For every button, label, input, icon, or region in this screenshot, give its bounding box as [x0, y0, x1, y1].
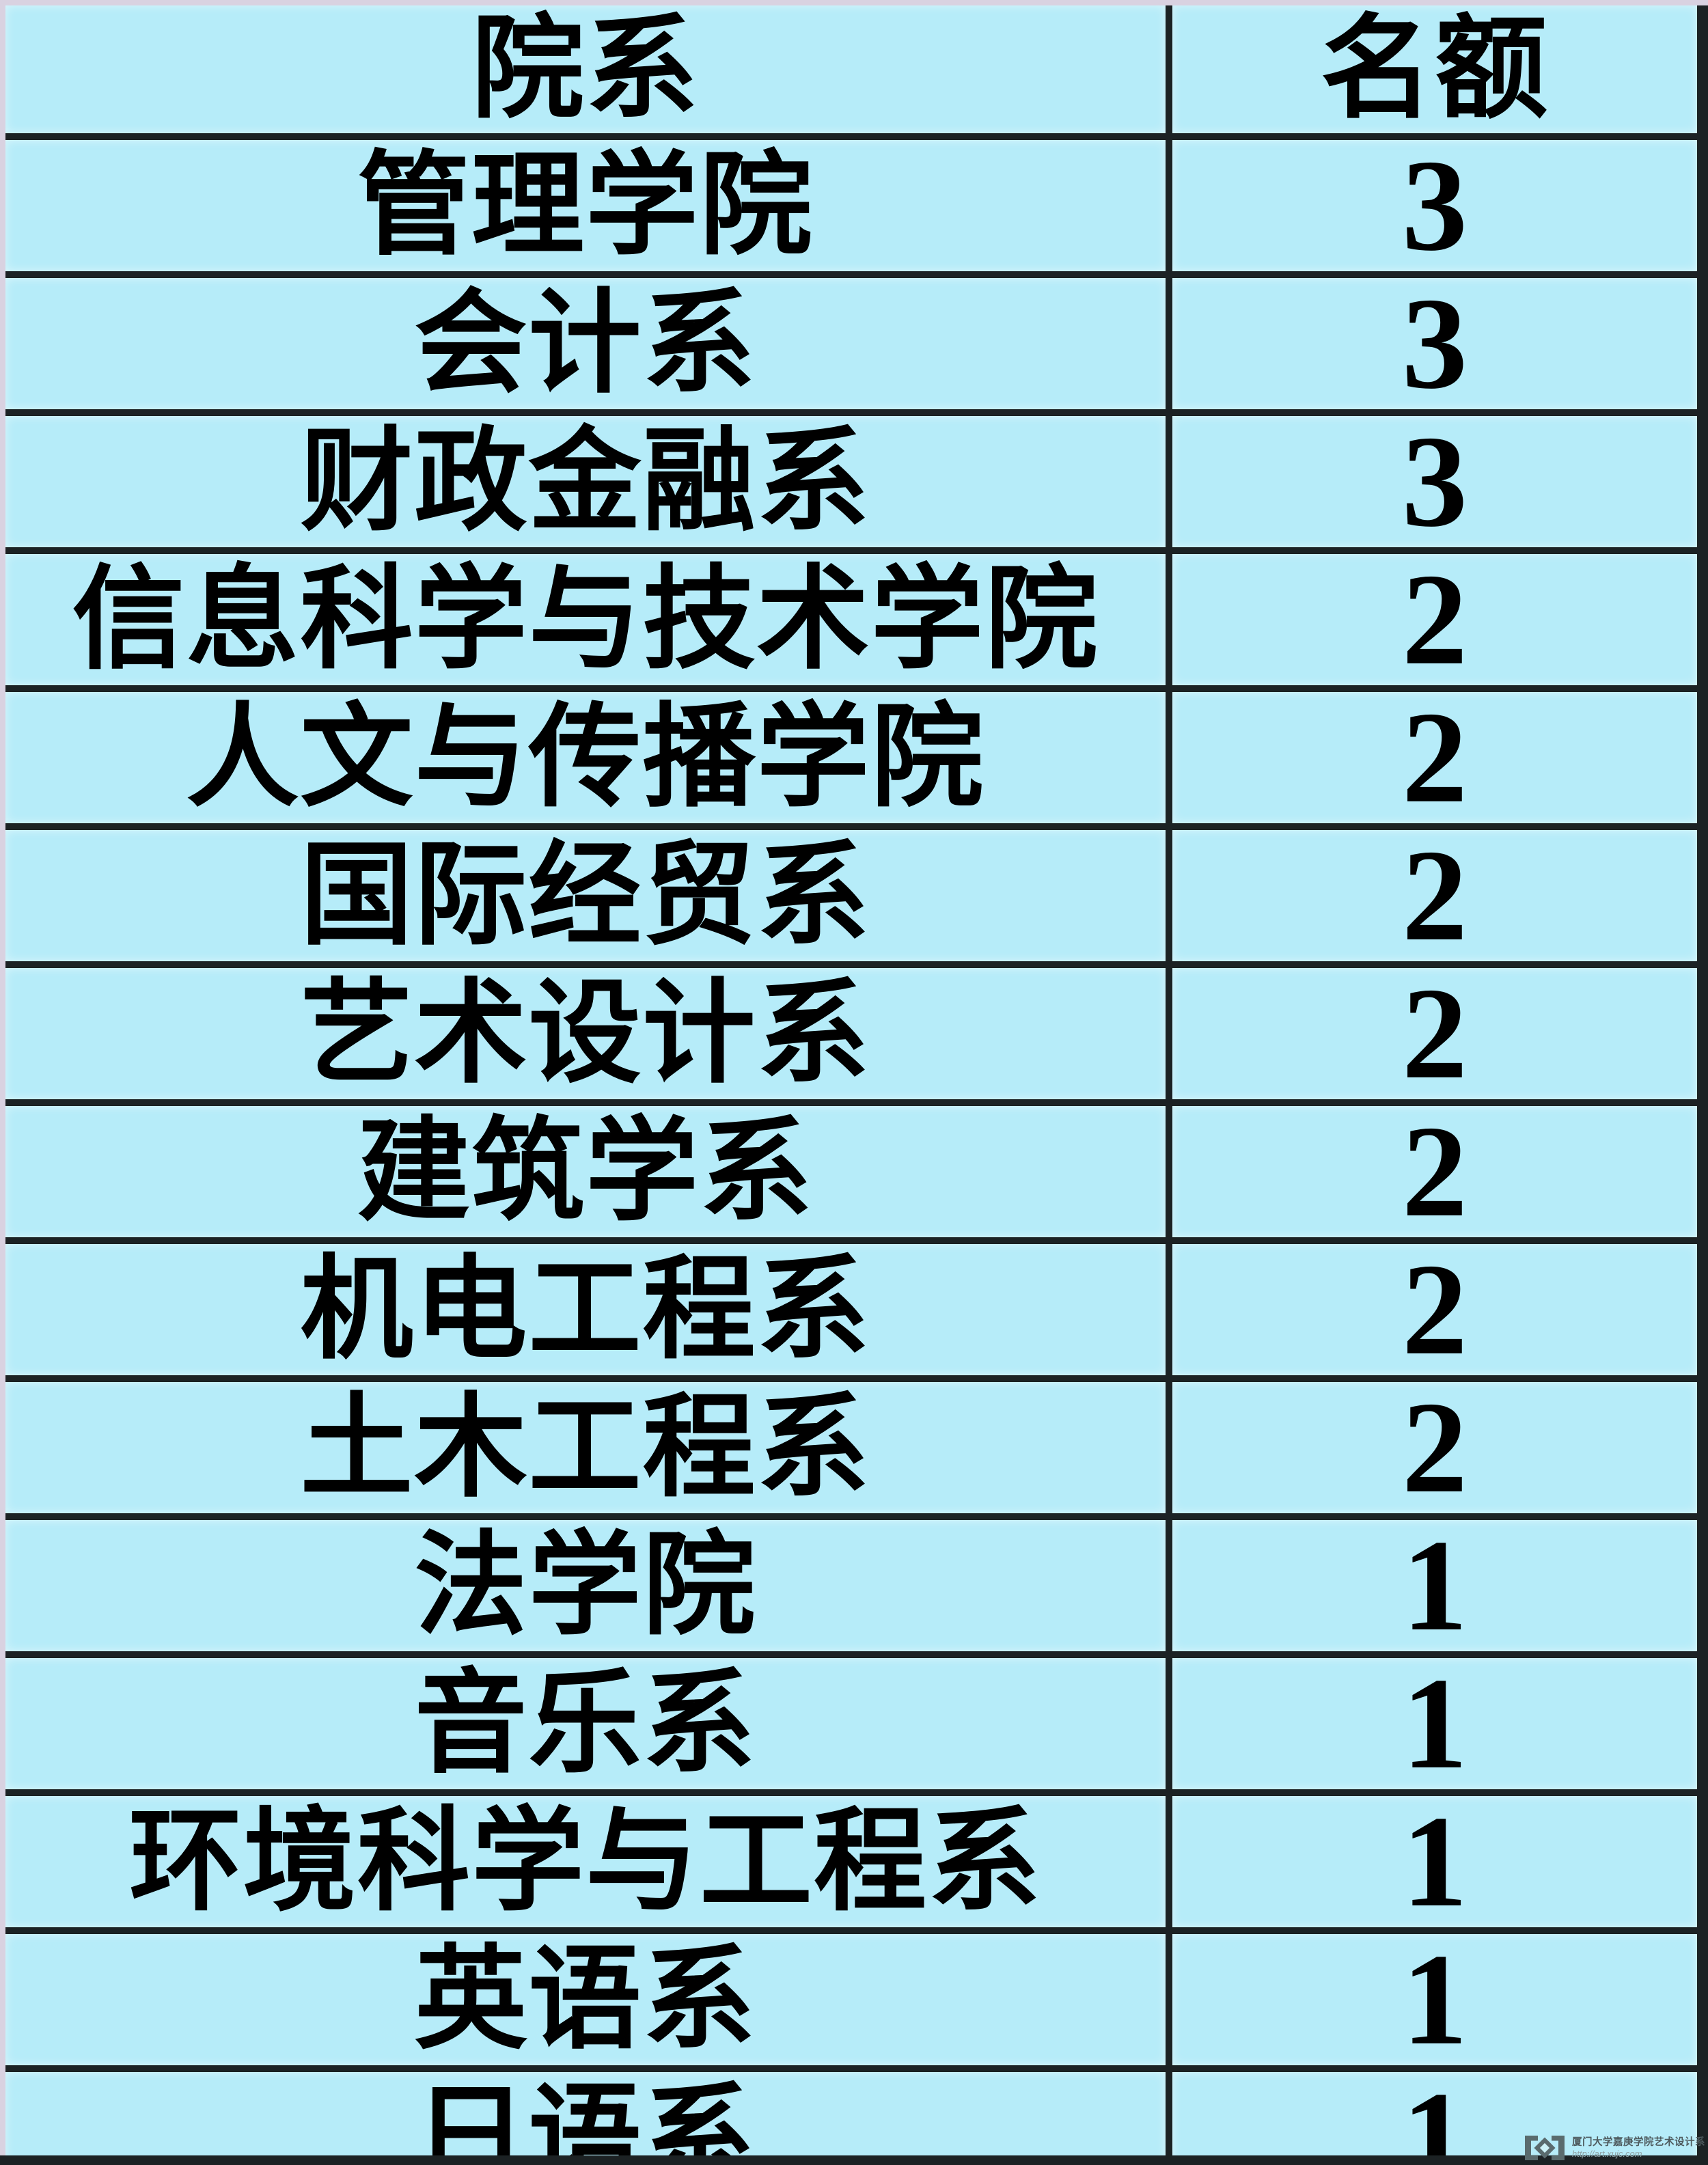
- department-cell: 会计系: [5, 275, 1172, 416]
- quota-cell: 1: [1169, 2069, 1703, 2165]
- watermark-text: 厦门大学嘉庚学院艺术设计系 http://art.xujc.com: [1572, 2137, 1705, 2160]
- department-cell: 机电工程系: [5, 1241, 1172, 1382]
- quota-cell: 1: [1169, 1793, 1703, 1934]
- quota-table: 院系 名额 管理学院 3 会计系 3 财政金融系 3 信息科学与技术学院 2 人…: [5, 5, 1708, 2165]
- department-cell: 英语系: [5, 1931, 1172, 2072]
- table-body: 管理学院 3 会计系 3 财政金融系 3 信息科学与技术学院 2 人文与传播学院…: [5, 137, 1703, 2165]
- quota-cell: 3: [1169, 137, 1703, 278]
- table-row: 日语系 1: [5, 2069, 1703, 2165]
- department-cell: 环境科学与工程系: [5, 1793, 1172, 1934]
- table-row: 国际经贸系 2: [5, 827, 1703, 968]
- department-cell: 艺术设计系: [5, 965, 1172, 1106]
- watermark-logo-icon: [1525, 2136, 1565, 2160]
- table-row: 建筑学系 2: [5, 1103, 1703, 1244]
- watermark-url: http://art.xujc.com: [1572, 2148, 1642, 2159]
- header-row: 院系 名额: [5, 5, 1703, 140]
- quota-cell: 2: [1169, 1241, 1703, 1382]
- table-row: 艺术设计系 2: [5, 965, 1703, 1106]
- table-row: 管理学院 3: [5, 137, 1703, 278]
- quota-cell: 3: [1169, 413, 1703, 554]
- department-cell: 人文与传播学院: [5, 689, 1172, 830]
- table-row: 英语系 1: [5, 1931, 1703, 2072]
- table-row: 环境科学与工程系 1: [5, 1793, 1703, 1934]
- department-cell: 建筑学系: [5, 1103, 1172, 1244]
- table-row: 机电工程系 2: [5, 1241, 1703, 1382]
- quota-cell: 1: [1169, 1655, 1703, 1796]
- table-row: 会计系 3: [5, 275, 1703, 416]
- table-row: 音乐系 1: [5, 1655, 1703, 1796]
- department-cell: 财政金融系: [5, 413, 1172, 554]
- table-row: 土木工程系 2: [5, 1379, 1703, 1520]
- table-row: 信息科学与技术学院 2: [5, 551, 1703, 692]
- department-cell: 国际经贸系: [5, 827, 1172, 968]
- watermark: 厦门大学嘉庚学院艺术设计系 http://art.xujc.com: [1524, 2135, 1705, 2161]
- header-department: 院系: [5, 5, 1172, 140]
- department-cell: 法学院: [5, 1517, 1172, 1658]
- quota-cell: 2: [1169, 965, 1703, 1106]
- quota-cell: 2: [1169, 551, 1703, 692]
- quota-cell: 2: [1169, 689, 1703, 830]
- quota-cell: 3: [1169, 275, 1703, 416]
- table-row: 法学院 1: [5, 1517, 1703, 1658]
- header-quota: 名额: [1169, 5, 1703, 140]
- watermark-title: 厦门大学嘉庚学院艺术设计系: [1572, 2136, 1705, 2148]
- quota-cell: 2: [1169, 1379, 1703, 1520]
- department-cell: 管理学院: [5, 137, 1172, 278]
- table-row: 财政金融系 3: [5, 413, 1703, 554]
- department-cell: 信息科学与技术学院: [5, 551, 1172, 692]
- quota-cell: 1: [1169, 1931, 1703, 2072]
- table-row: 人文与传播学院 2: [5, 689, 1703, 830]
- department-cell: 日语系: [5, 2069, 1172, 2165]
- quota-cell: 2: [1169, 1103, 1703, 1244]
- quota-cell: 1: [1169, 1517, 1703, 1658]
- quota-cell: 2: [1169, 827, 1703, 968]
- department-cell: 音乐系: [5, 1655, 1172, 1796]
- department-cell: 土木工程系: [5, 1379, 1172, 1520]
